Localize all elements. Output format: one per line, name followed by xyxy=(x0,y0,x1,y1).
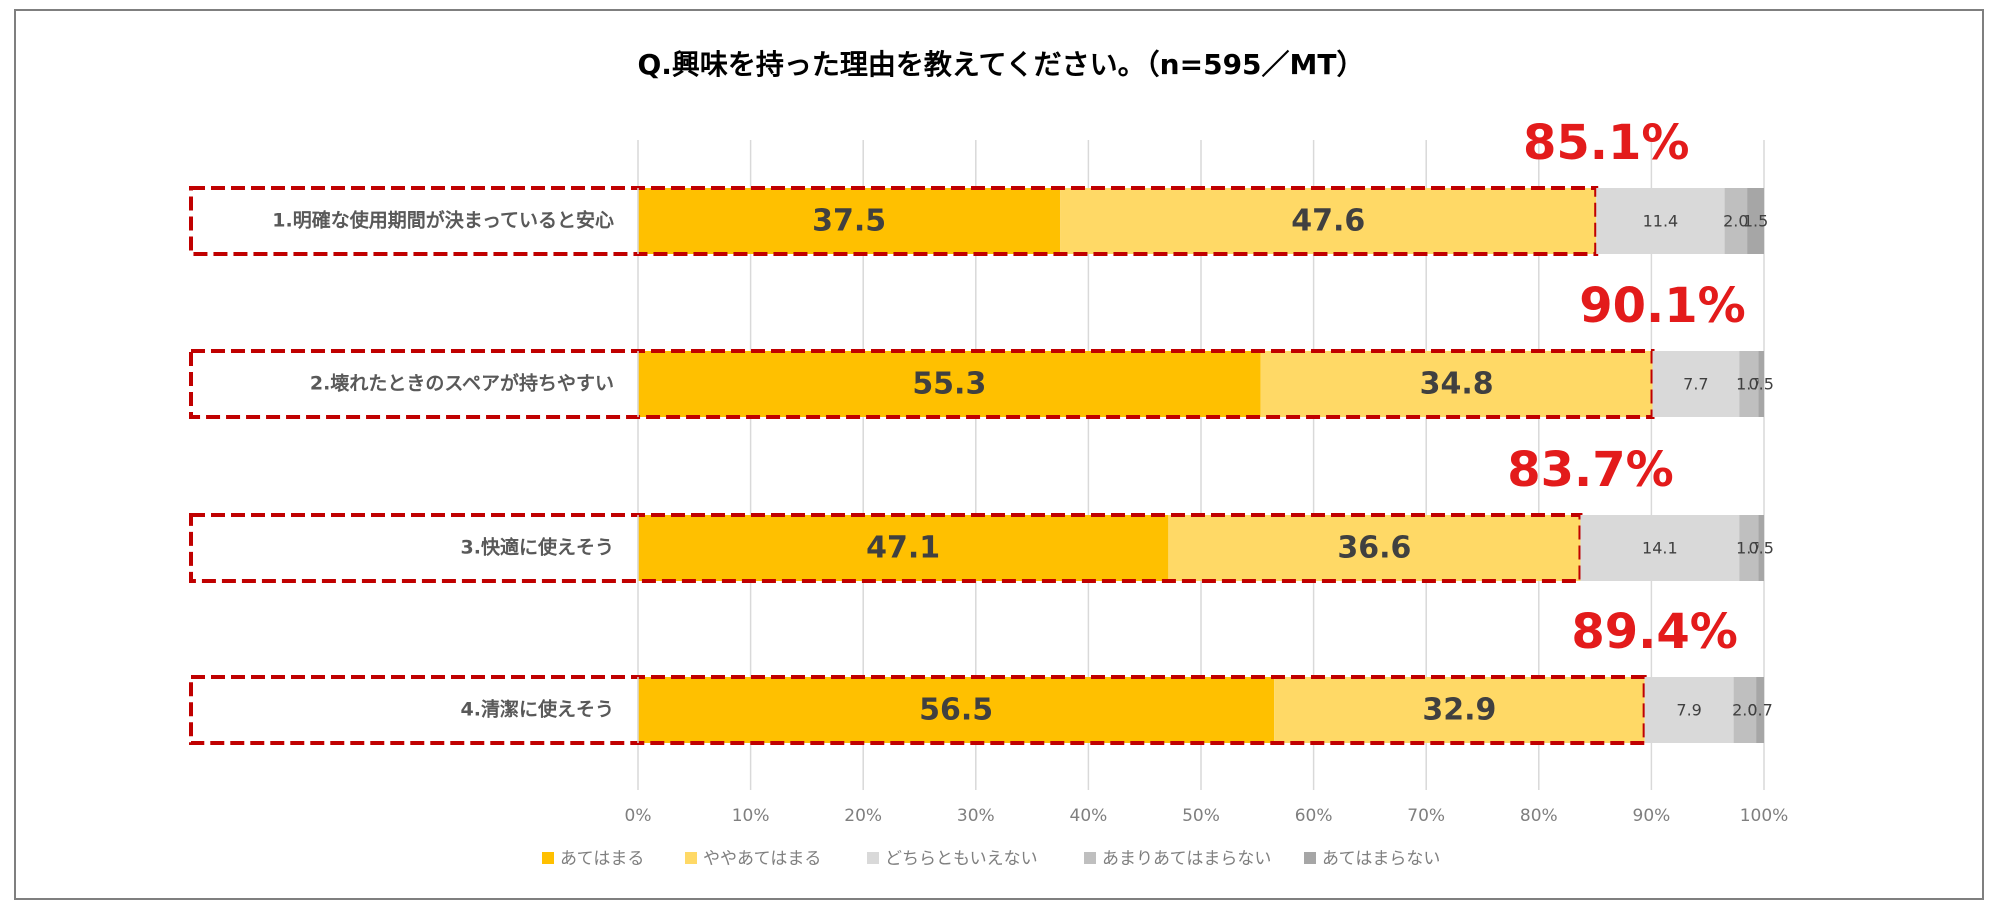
bar-segment xyxy=(638,515,1169,581)
value-label: 7.7 xyxy=(1683,375,1708,394)
legend-label: あてはまる xyxy=(560,849,644,869)
x-tick-label: 0% xyxy=(625,806,652,826)
legend-swatch xyxy=(542,852,554,864)
value-label: 34.8 xyxy=(1420,367,1494,402)
category-label: 2.壊れたときのスペアが持ちやすい xyxy=(310,372,614,395)
legend-label: あてはまらない xyxy=(1322,849,1440,869)
value-label: 7.9 xyxy=(1676,701,1701,720)
value-label: 14.1 xyxy=(1642,539,1678,558)
bar-segment xyxy=(638,677,1275,743)
bar-segment xyxy=(1260,351,1653,417)
value-label: 2.0 xyxy=(1732,701,1757,720)
value-label: 36.6 xyxy=(1337,531,1411,566)
value-label: 56.5 xyxy=(919,693,993,728)
x-tick-label: 90% xyxy=(1633,806,1671,826)
category-label: 1.明確な使用期間が決まっていると安心 xyxy=(272,209,614,232)
x-tick-label: 30% xyxy=(957,806,995,826)
value-label: 1.7 xyxy=(1736,539,1761,558)
chart-border xyxy=(14,9,1984,900)
bar-segment xyxy=(1274,677,1645,743)
bar-segment xyxy=(1596,188,1725,254)
bar-segment xyxy=(1758,351,1764,417)
x-tick-label: 70% xyxy=(1407,806,1445,826)
legend-label: どちらともいえない xyxy=(885,849,1038,869)
value-label: 1.5 xyxy=(1743,212,1768,231)
bar-segment xyxy=(1644,677,1734,743)
bar-segment xyxy=(1580,515,1740,581)
x-tick-label: 80% xyxy=(1520,806,1558,826)
value-label: 47.6 xyxy=(1291,204,1365,239)
highlight-box xyxy=(189,349,1655,419)
value-label: 47.1 xyxy=(866,531,940,566)
value-label: 55.3 xyxy=(912,367,986,402)
legend-label: ややあてはまる xyxy=(703,849,821,869)
x-tick-label: 100% xyxy=(1740,806,1789,826)
x-tick-label: 10% xyxy=(732,806,770,826)
value-label: 1.7 xyxy=(1736,375,1761,394)
x-tick-label: 60% xyxy=(1295,806,1333,826)
value-label: 0.5 xyxy=(1748,375,1773,394)
bar-segment xyxy=(1060,188,1597,254)
bar-segment xyxy=(638,188,1061,254)
value-label: 37.5 xyxy=(812,204,886,239)
bar-segment xyxy=(1747,188,1764,254)
bar-segment xyxy=(1652,351,1740,417)
bar-segment xyxy=(638,351,1261,417)
category-label: 3.快適に使えそう xyxy=(461,536,614,559)
chart-title: Q.興味を持った理由を教えてください。（n=595／MT） xyxy=(637,48,1364,81)
legend-label: あまりあてはまらない xyxy=(1102,849,1271,869)
bar-segment xyxy=(1168,515,1581,581)
bar-segment xyxy=(1756,677,1764,743)
value-label: 11.4 xyxy=(1643,212,1679,231)
legend-swatch xyxy=(867,852,879,864)
category-label: 4.清潔に使えそう xyxy=(461,698,614,721)
bar-segment xyxy=(1739,515,1759,581)
value-label: 0.5 xyxy=(1748,539,1773,558)
bar-segment xyxy=(1739,351,1759,417)
total-label: 89.4% xyxy=(1571,604,1738,660)
total-label: 83.7% xyxy=(1507,442,1674,498)
x-tick-label: 50% xyxy=(1182,806,1220,826)
x-tick-label: 20% xyxy=(844,806,882,826)
bar-segment xyxy=(1724,188,1748,254)
x-tick-label: 40% xyxy=(1070,806,1108,826)
value-label: 32.9 xyxy=(1422,693,1496,728)
legend-swatch xyxy=(685,852,697,864)
legend-swatch xyxy=(1304,852,1316,864)
bar-segment xyxy=(1758,515,1764,581)
legend-swatch xyxy=(1084,852,1096,864)
bar-segment xyxy=(1733,677,1757,743)
total-label: 85.1% xyxy=(1523,115,1690,171)
highlight-box xyxy=(189,186,1599,256)
value-label: 0.7 xyxy=(1747,701,1772,720)
total-label: 90.1% xyxy=(1579,278,1746,334)
value-label: 2.0 xyxy=(1723,212,1748,231)
